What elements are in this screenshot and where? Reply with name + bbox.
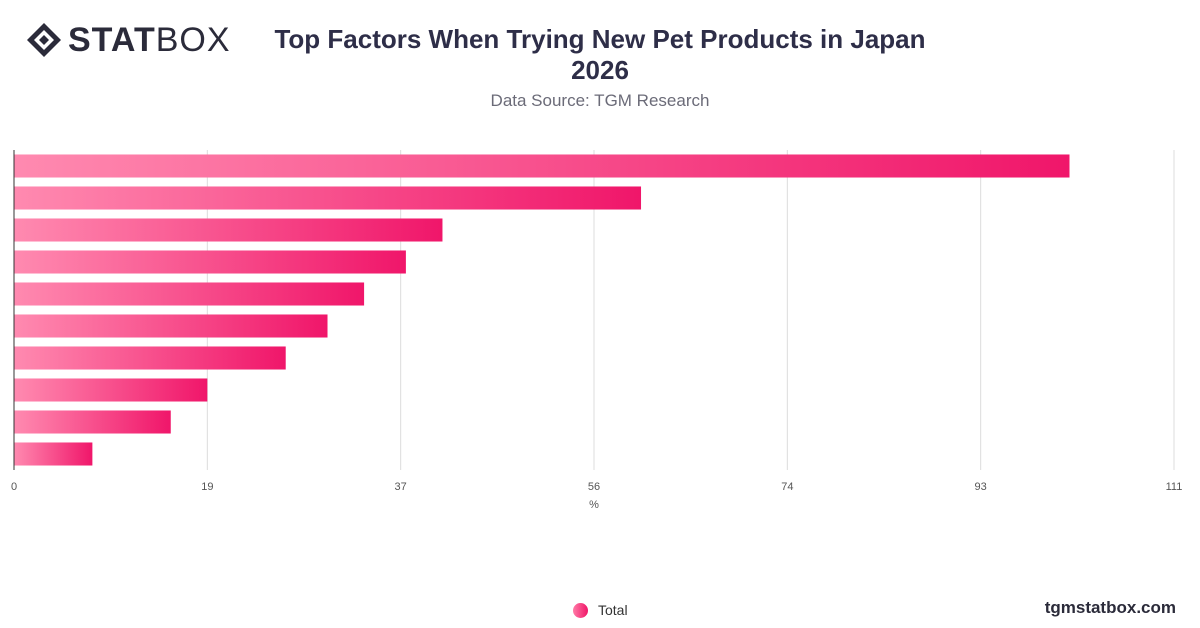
x-tick-label: 111 (1166, 481, 1183, 493)
logo-text-light: BOX (155, 21, 231, 59)
chart-title-line2: 2026 (571, 55, 629, 85)
bar[interactable] (14, 218, 443, 242)
logo-wordmark: STATBOX (68, 22, 231, 58)
logo-text-bold: STAT (68, 21, 156, 59)
chart-title: Top Factors When Trying New Pet Products… (250, 24, 950, 86)
legend[interactable]: Total (573, 602, 628, 618)
bar[interactable] (14, 410, 171, 434)
legend-marker-total (573, 602, 588, 618)
x-tick-label: 37 (395, 481, 407, 493)
x-axis-ticks: 0 19 37 56 74 93 111 (11, 481, 1182, 493)
x-tick-label: 0 (11, 481, 17, 493)
chart-subtitle: Data Source: TGM Research (490, 91, 710, 110)
bar[interactable] (14, 186, 642, 210)
grid-lines (206, 150, 1175, 470)
x-tick-label: 19 (201, 481, 213, 493)
legend-label-total: Total (598, 602, 628, 618)
bar[interactable] (14, 442, 93, 466)
bar[interactable] (14, 314, 328, 338)
chart-title-line1: Top Factors When Trying New Pet Products… (274, 24, 926, 54)
statbox-diamond-icon (27, 23, 61, 57)
statbox-logo: STATBOX (26, 22, 231, 58)
bar[interactable] (14, 378, 208, 402)
watermark: tgmstatbox.com (1044, 598, 1176, 617)
x-tick-label: 74 (781, 481, 793, 493)
x-tick-label: 56 (588, 481, 600, 493)
x-axis-title: % (589, 499, 599, 511)
bar[interactable] (14, 154, 1070, 178)
bar[interactable] (14, 282, 365, 306)
bars (14, 154, 1070, 466)
bar-chart: 0 19 37 56 74 93 111 % (11, 150, 1182, 511)
bar[interactable] (14, 346, 286, 370)
bar[interactable] (14, 250, 406, 274)
x-tick-label: 93 (975, 481, 987, 493)
